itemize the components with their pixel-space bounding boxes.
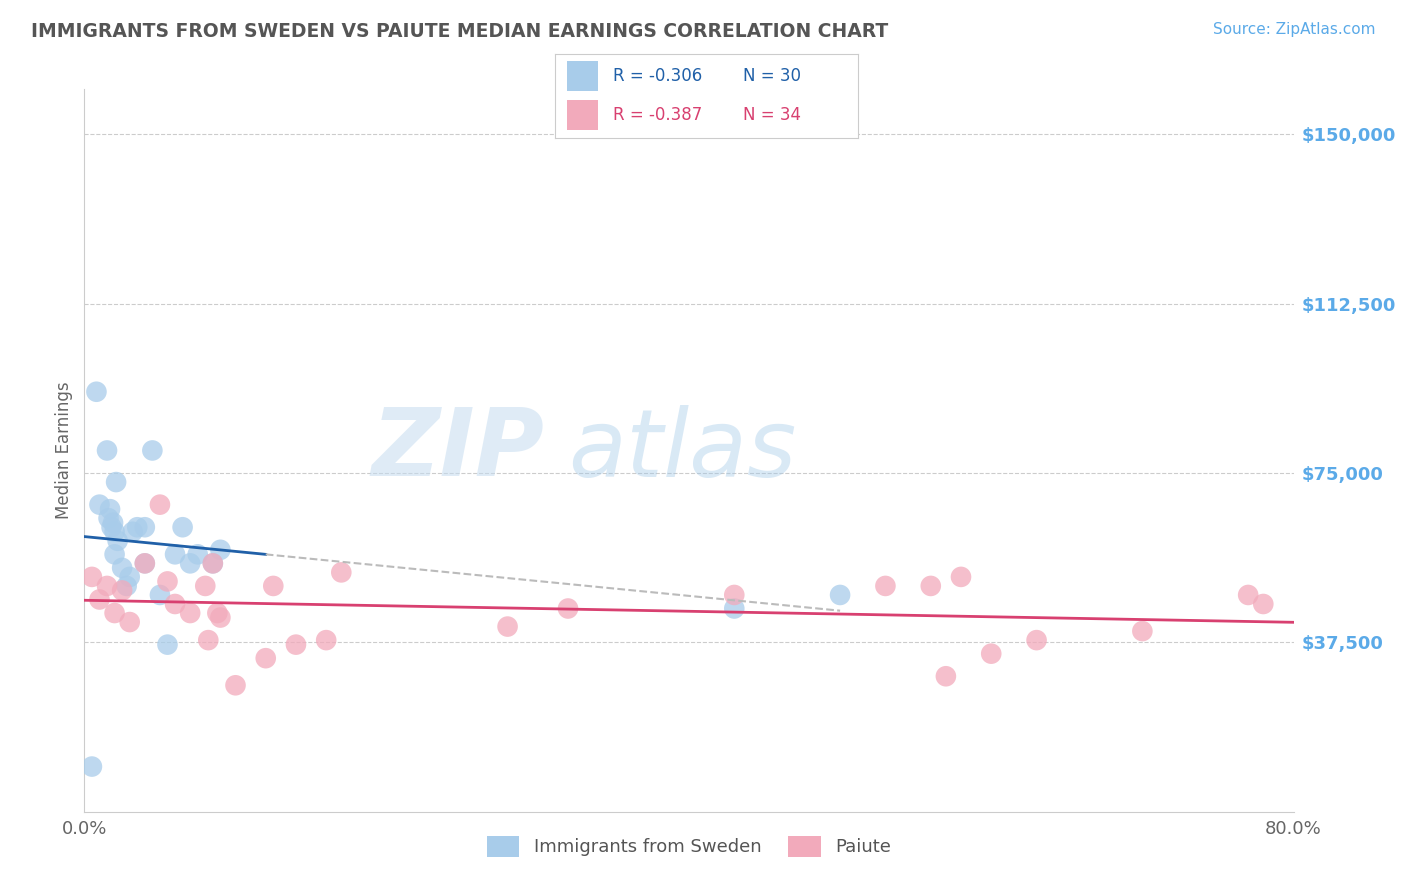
Point (201, 557, 224, 571)
Y-axis label: Median Earnings: Median Earnings (55, 382, 73, 519)
Point (86, 384, 108, 399)
Point (207, 606, 229, 620)
Point (179, 606, 201, 620)
Point (920, 579, 942, 593)
Point (723, 601, 745, 615)
Point (172, 520, 194, 534)
Point (101, 516, 124, 530)
Point (104, 606, 127, 620)
Point (96, 579, 118, 593)
Point (111, 561, 134, 575)
Bar (568, 100, 598, 130)
Text: R = -0.306: R = -0.306 (613, 67, 702, 85)
Point (1237, 588, 1260, 602)
Text: ZIP: ZIP (371, 404, 544, 497)
Point (225, 678, 247, 692)
Text: R = -0.387: R = -0.387 (613, 105, 702, 123)
Point (262, 579, 284, 593)
Point (118, 615, 141, 629)
Point (149, 588, 172, 602)
Point (1130, 624, 1153, 639)
Point (80, 570, 103, 584)
Point (107, 533, 129, 548)
Point (830, 588, 852, 602)
Point (156, 638, 179, 652)
Point (104, 547, 127, 561)
Point (723, 588, 745, 602)
Point (156, 574, 179, 589)
Point (330, 566, 353, 580)
Text: IMMIGRANTS FROM SWEDEN VS PAIUTE MEDIAN EARNINGS CORRELATION CHART: IMMIGRANTS FROM SWEDEN VS PAIUTE MEDIAN … (31, 22, 889, 41)
Point (89, 498, 111, 512)
Point (165, 597, 187, 611)
Point (201, 557, 224, 571)
Point (194, 579, 217, 593)
Point (980, 647, 1002, 661)
Point (197, 633, 219, 648)
Text: Source: ZipAtlas.com: Source: ZipAtlas.com (1212, 22, 1375, 37)
Point (127, 520, 149, 534)
Point (179, 557, 201, 571)
Point (134, 520, 156, 534)
Point (875, 579, 897, 593)
Text: N = 34: N = 34 (742, 105, 801, 123)
Point (315, 633, 337, 648)
Point (118, 570, 141, 584)
Point (96, 443, 118, 458)
Point (149, 498, 172, 512)
Point (187, 547, 209, 561)
Point (496, 619, 519, 633)
Point (105, 475, 128, 489)
Point (111, 583, 134, 598)
Point (209, 542, 232, 557)
Point (950, 570, 973, 584)
Point (209, 610, 232, 624)
Point (134, 557, 156, 571)
Point (254, 651, 277, 665)
Point (115, 579, 138, 593)
Point (1025, 633, 1047, 648)
Point (285, 638, 308, 652)
Text: N = 30: N = 30 (742, 67, 801, 85)
Point (80, 759, 103, 773)
Point (165, 547, 187, 561)
Point (935, 669, 957, 683)
Point (557, 601, 579, 615)
Point (97, 511, 120, 525)
Point (89, 592, 111, 607)
Point (121, 524, 143, 539)
Point (104, 524, 127, 539)
Point (134, 557, 156, 571)
Bar (568, 62, 598, 91)
Point (1253, 597, 1275, 611)
Point (98, 502, 121, 516)
Point (141, 443, 163, 458)
Point (100, 520, 122, 534)
Text: atlas: atlas (568, 405, 796, 496)
Legend: Immigrants from Sweden, Paiute: Immigrants from Sweden, Paiute (479, 829, 898, 864)
